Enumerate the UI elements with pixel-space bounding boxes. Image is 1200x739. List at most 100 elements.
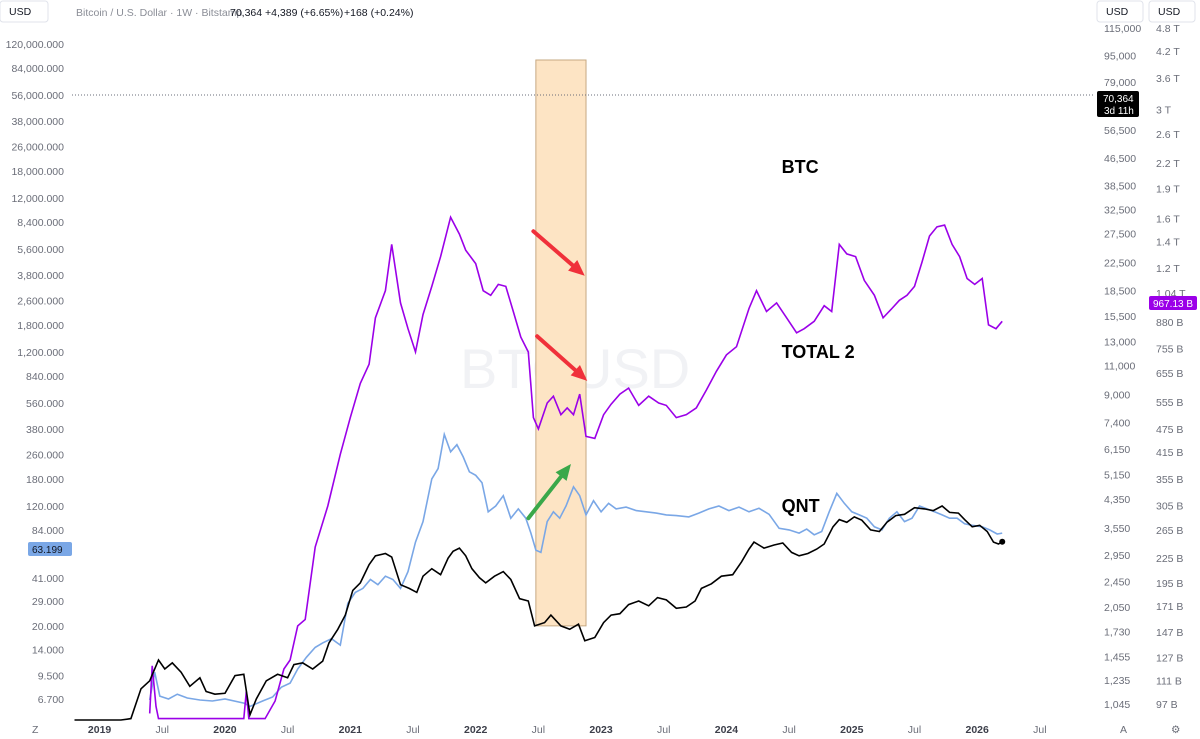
right-axis-tick-label: 46,500 <box>1104 153 1136 165</box>
right-axis-tick-label: 1.6 T <box>1156 213 1180 225</box>
left-axis-tick-label: 38,000.000 <box>11 116 64 128</box>
right-axis-tick-label: 56,500 <box>1104 125 1136 137</box>
right-axis-tick-label: 7,400 <box>1104 418 1130 430</box>
right-axis-tick-label: 13,000 <box>1104 336 1136 348</box>
currency-label: USD <box>9 6 32 18</box>
x-axis-tick-label: Jul <box>532 724 545 736</box>
x-axis-tick-label: 2020 <box>213 724 237 736</box>
right-axis-tick-label: 127 B <box>1156 652 1183 664</box>
series-label-qnt: QNT <box>782 496 820 516</box>
x-axis-tick-label: 2022 <box>464 724 488 736</box>
x-axis-tick-label: 2026 <box>965 724 989 736</box>
right-axis-tick-label: 4.8 T <box>1156 23 1180 35</box>
x-axis-tick-label: 2024 <box>715 724 739 736</box>
x-axis-tick-label: Jul <box>782 724 795 736</box>
right-axis-tick-label: 147 B <box>1156 627 1183 639</box>
left-axis-tick-label: 1,800.000 <box>17 320 64 332</box>
header-change-2: +168 (+0.24%) <box>344 7 413 19</box>
right-axis-tick-label: 27,500 <box>1104 229 1136 241</box>
x-axis-tick-label: Jul <box>1033 724 1046 736</box>
left-axis-tick-label: 120,000.000 <box>6 39 65 51</box>
currency-box[interactable] <box>0 0 49 23</box>
left-axis-tick-label: 29.000 <box>32 596 64 608</box>
series-line-btc <box>74 505 1003 721</box>
left-axis-tick-label: 9.500 <box>38 671 64 683</box>
series-label-btc: BTC <box>782 157 819 177</box>
btc-price-badge-text: 70,364 <box>1103 94 1134 105</box>
right-axis-tick-label: 355 B <box>1156 474 1183 486</box>
left-axis-tick-label: 120.000 <box>26 501 64 513</box>
right-unit-label-1: USD <box>1106 6 1129 18</box>
left-axis-tick-label: 380.000 <box>26 424 64 436</box>
right-axis-tick-label: 115,000 <box>1104 23 1141 35</box>
right-axis-tick-label: 415 B <box>1156 447 1183 459</box>
right-axis-tick-label: 475 B <box>1156 424 1183 436</box>
total2-value-badge <box>1149 296 1197 310</box>
right-axis-tick-label: 1.9 T <box>1156 184 1180 196</box>
left-axis-tick-label: 840.000 <box>26 371 64 383</box>
auto-scale-button[interactable]: A <box>1120 724 1127 736</box>
x-axis-tick-label: 2025 <box>840 724 864 736</box>
right-axis-tick-label: 1,730 <box>1104 627 1130 639</box>
x-axis-tick-label: Jul <box>406 724 419 736</box>
right-axis-tick-label: 22,500 <box>1104 258 1136 270</box>
right-axis-tick-label: 2.2 T <box>1156 158 1180 170</box>
right-axis-tick-label: 5,150 <box>1104 470 1130 482</box>
btc-last-point <box>999 538 1006 545</box>
right-axis-tick-label: 2,950 <box>1104 550 1130 562</box>
right-axis-tick-label: 79,000 <box>1104 77 1136 89</box>
series-line-qnt <box>148 431 1003 708</box>
left-axis-tick-label: 14.000 <box>32 645 64 657</box>
left-axis-tick-label: 2,600.000 <box>17 295 64 307</box>
right-axis-tick-label: 32,500 <box>1104 205 1136 217</box>
right-axis-tick-label: 1.2 T <box>1156 263 1180 275</box>
right-axis-tick-label: 2,450 <box>1104 576 1130 588</box>
x-axis-tick-label: Jul <box>156 724 169 736</box>
right-axis-tick-label: 655 B <box>1156 368 1183 380</box>
right-axis-tick-label: 3 T <box>1156 104 1172 116</box>
right-axis-tick-label: 1,045 <box>1104 699 1130 711</box>
right-axis-tick-label: 1,455 <box>1104 651 1130 663</box>
right-axis-tick-label: 2.6 T <box>1156 129 1180 141</box>
right-axis-tick-label: 6,150 <box>1104 444 1130 456</box>
right-axis-tick-label: 9,000 <box>1104 389 1130 401</box>
green-arrow-3 <box>526 463 571 521</box>
left-axis-tick-label: 20.000 <box>32 621 64 633</box>
left-axis-tick-label: 8,400.000 <box>17 217 64 229</box>
left-axis-tick-label: 41.000 <box>32 573 64 585</box>
x-axis-tick-label: 2023 <box>589 724 613 736</box>
timezone-corner-label[interactable]: Z <box>32 724 39 736</box>
header-price: 70,364 <box>230 7 262 19</box>
right-axis-tick-label: 3.6 T <box>1156 73 1180 85</box>
right-axis-tick-label: 15,500 <box>1104 311 1136 323</box>
symbol-description: Bitcoin / U.S. Dollar · 1W · Bitstamp <box>76 7 242 19</box>
right-unit-box-1[interactable] <box>1096 0 1144 23</box>
left-axis-tick-label: 84.000 <box>32 525 64 537</box>
right-axis-tick-label: 38,500 <box>1104 180 1136 192</box>
header-change: +4,389 (+6.65%) <box>265 7 343 19</box>
btc-countdown-text: 3d 11h <box>1104 106 1134 117</box>
right-axis-tick-label: 265 B <box>1156 525 1183 537</box>
series-line-total2 <box>148 214 1003 720</box>
left-axis-tick-label: 6.700 <box>38 694 64 706</box>
left-axis-tick-label: 18,000.000 <box>11 166 64 178</box>
left-axis-tick-label: 84,000.000 <box>11 63 64 75</box>
left-axis-tick-label: 1,200.000 <box>17 347 64 359</box>
right-unit-box-2[interactable] <box>1148 0 1196 23</box>
left-axis-tick-label: 56,000.000 <box>11 90 64 102</box>
right-axis-tick-label: 225 B <box>1156 553 1183 565</box>
settings-icon[interactable]: ⚙ <box>1171 724 1180 736</box>
right-axis-tick-label: 1,235 <box>1104 675 1130 687</box>
right-axis-tick-label: 97 B <box>1156 699 1178 711</box>
right-unit-label-2: USD <box>1158 6 1181 18</box>
x-axis-tick-label: Jul <box>657 724 670 736</box>
x-axis-tick-label: 2019 <box>88 724 112 736</box>
right-axis-tick-label: 3,550 <box>1104 523 1130 535</box>
right-axis-tick-label: 95,000 <box>1104 50 1136 62</box>
right-axis-tick-label: 195 B <box>1156 578 1183 590</box>
right-axis-tick-label: 111 B <box>1156 676 1182 688</box>
left-axis-tick-label: 12,000.000 <box>11 193 64 205</box>
right-axis-tick-label: 1.4 T <box>1156 236 1180 248</box>
left-axis-tick-label: 3,800.000 <box>17 270 64 282</box>
